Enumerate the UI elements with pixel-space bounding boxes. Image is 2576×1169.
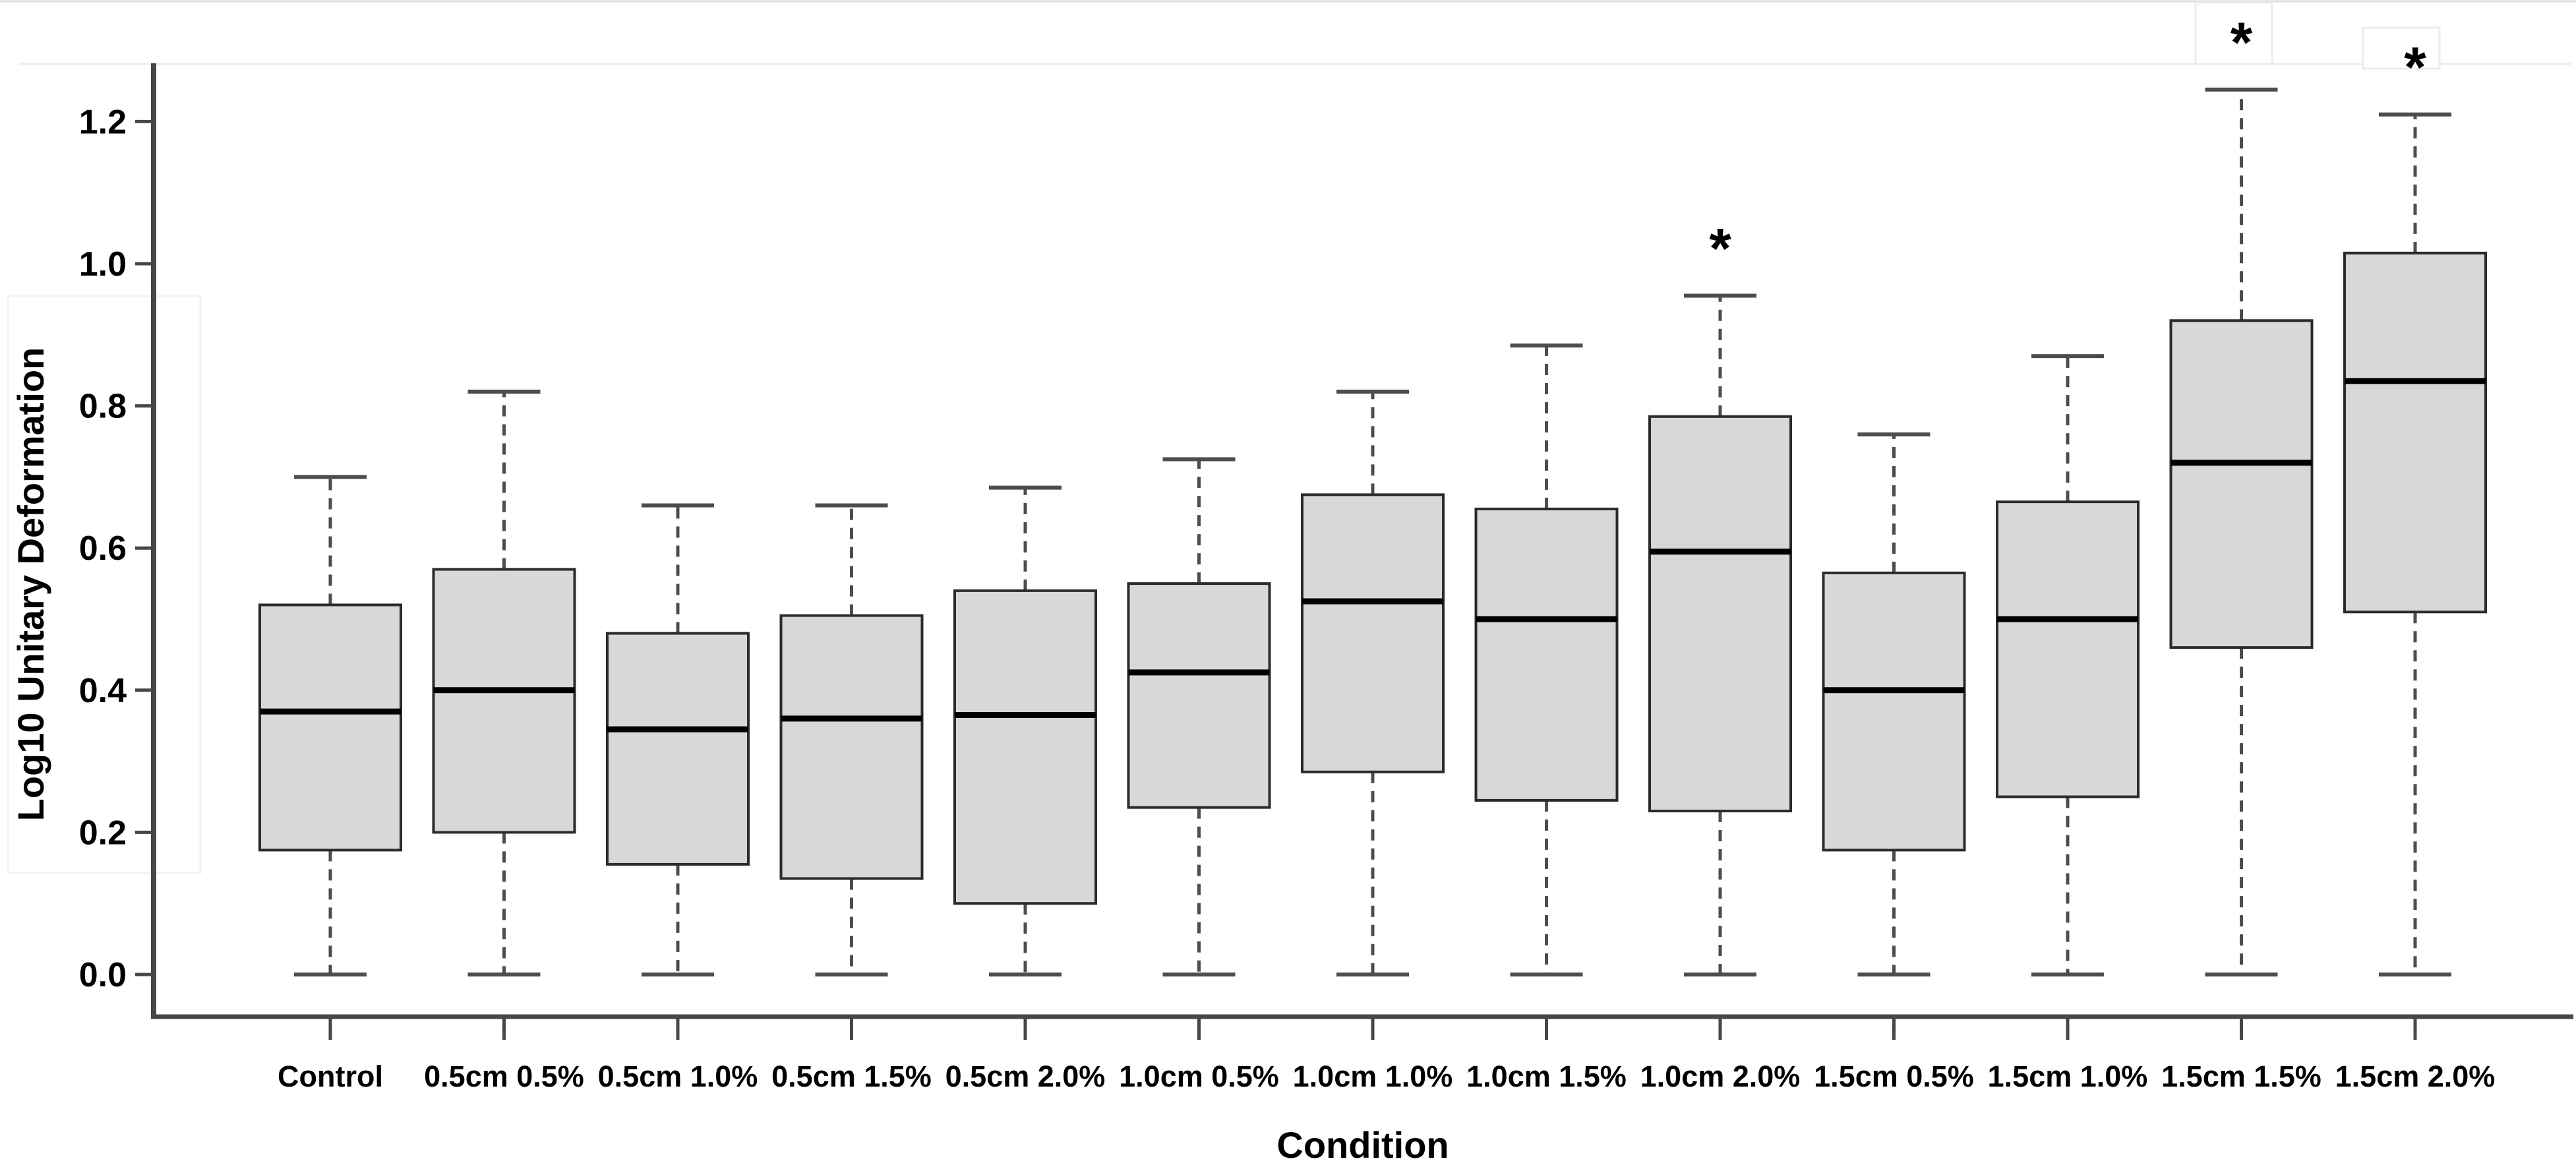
y-tick-label: 0.6 [79, 529, 127, 568]
y-tick-label: 1.2 [79, 103, 127, 141]
iqr-box [779, 614, 924, 880]
artifact-ylabel-box [7, 295, 202, 874]
x-tick-label: 1.0cm 1.0% [1293, 1060, 1453, 1093]
iqr-box [258, 603, 402, 852]
significance-asterisk: * [1709, 218, 1731, 281]
iqr-box [953, 589, 1097, 905]
y-axis-title: Log10 Unitary Deformation [10, 347, 51, 822]
box-group-1-5cm-1-5-: * 1.5cm 1.5% [2161, 11, 2321, 1093]
x-tick-label: Control [278, 1060, 383, 1093]
x-tick-label: 1.5cm 0.5% [1814, 1060, 1974, 1093]
x-tick-label: 0.5cm 1.5% [771, 1060, 932, 1093]
chart-generated-layer: 0.0 0.2 0.4 0.6 0.8 1.0 1.2 Control 0.5cm 0.5% 0.… [0, 0, 2576, 1093]
iqr-box [1648, 415, 1792, 813]
artifact-star-box-1 [2194, 1, 2273, 65]
box-group-0-5cm-2-0-: 0.5cm 2.0% [945, 485, 1106, 1093]
iqr-box [1996, 500, 2140, 798]
significance-asterisk: * [2404, 36, 2426, 100]
y-tick-label: 0.4 [79, 672, 127, 710]
x-tick-label: 1.5cm 1.5% [2161, 1060, 2321, 1093]
iqr-box [1127, 582, 1271, 809]
iqr-box [1822, 571, 1966, 852]
box-group-1-5cm-2-0-: * 1.5cm 2.0% [2335, 36, 2496, 1093]
y-tick-label: 1.0 [79, 245, 127, 284]
iqr-box [1301, 493, 1445, 773]
y-tick-label: 0.0 [79, 956, 127, 994]
box-group-control: Control [258, 475, 402, 1093]
y-tick-label: 0.8 [79, 388, 127, 426]
box-group-1-0cm-1-0-: 1.0cm 1.0% [1293, 390, 1453, 1093]
iqr-box [432, 568, 576, 834]
iqr-box [2343, 251, 2487, 614]
iqr-box [606, 632, 750, 866]
x-tick-label: 0.5cm 0.5% [424, 1060, 584, 1093]
x-tick-label: 1.0cm 0.5% [1119, 1060, 1279, 1093]
iqr-box [1474, 507, 1619, 802]
x-tick-label: 1.5cm 2.0% [2335, 1060, 2496, 1093]
box-group-1-5cm-0-5-: 1.5cm 0.5% [1814, 432, 1974, 1093]
x-axis-title: Condition [1276, 1124, 1449, 1166]
x-tick-label: 1.0cm 1.5% [1466, 1060, 1627, 1093]
box-group-0-5cm-0-5-: 0.5cm 0.5% [424, 390, 584, 1093]
box-group-1-0cm-1-5-: 1.0cm 1.5% [1466, 343, 1627, 1093]
x-tick-label: 0.5cm 1.0% [598, 1060, 758, 1093]
box-group-1-0cm-0-5-: 1.0cm 0.5% [1119, 457, 1279, 1093]
box-group-0-5cm-1-0-: 0.5cm 1.0% [598, 503, 758, 1093]
significance-asterisk: * [2231, 11, 2253, 75]
x-tick-label: 1.0cm 2.0% [1640, 1060, 1801, 1093]
x-tick-label: 0.5cm 2.0% [945, 1060, 1106, 1093]
y-tick-label: 0.2 [79, 814, 127, 852]
x-tick-label: 1.5cm 1.0% [1988, 1060, 2148, 1093]
box-group-1-5cm-1-0-: 1.5cm 1.0% [1988, 354, 2148, 1093]
box-group-0-5cm-1-5-: 0.5cm 1.5% [771, 503, 932, 1093]
iqr-box [2169, 319, 2314, 649]
box-group-1-0cm-2-0-: * 1.0cm 2.0% [1640, 218, 1801, 1093]
artifact-star-box-2 [2362, 26, 2441, 70]
